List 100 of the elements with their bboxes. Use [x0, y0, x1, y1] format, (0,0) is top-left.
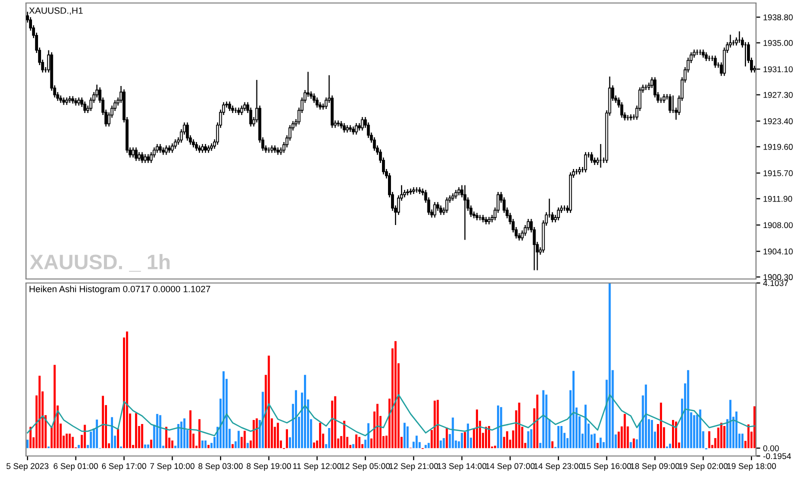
- y-tick-label: 4.1037: [763, 280, 788, 286]
- x-tick-label: 7 Sep 10:00: [150, 463, 194, 471]
- x-tick-label: 18 Sep 09:00: [630, 463, 680, 471]
- bar: [644, 384, 647, 448]
- y-tick-label: 1938.80: [764, 14, 793, 20]
- bar: [572, 370, 575, 448]
- x-tick-label: 6 Sep 01:00: [54, 463, 98, 471]
- bar: [442, 438, 445, 448]
- y-tick-label: 1908.00: [764, 222, 793, 228]
- bar: [434, 400, 436, 448]
- x-tick-label: 14 Sep 07:00: [486, 463, 535, 471]
- candlestick: [132, 146, 135, 158]
- bar: [708, 431, 710, 448]
- bar: [116, 428, 120, 448]
- bar: [102, 396, 104, 448]
- bar: [165, 426, 168, 448]
- bar: [355, 434, 358, 448]
- candlestick: [590, 152, 594, 164]
- bar: [147, 444, 150, 448]
- bar: [551, 441, 554, 448]
- bar: [530, 429, 532, 448]
- candlestick: [164, 144, 168, 156]
- bar: [319, 422, 322, 448]
- bar: [376, 404, 378, 448]
- candlestick: [174, 138, 177, 150]
- y-tick-label: 1911.90: [764, 196, 792, 202]
- bar: [394, 341, 397, 448]
- bar: [96, 420, 98, 448]
- bar: [222, 371, 225, 448]
- y-tick-label: 1931.10: [764, 66, 793, 72]
- candlestick: [306, 71, 310, 98]
- x-tick-label: 19 Sep 02:00: [679, 463, 728, 471]
- bar: [313, 442, 316, 448]
- bar: [497, 405, 500, 448]
- y-tick-label: 1919.60: [764, 144, 793, 150]
- bar: [78, 444, 80, 448]
- x-tick-label: 11 Sep 12:00: [293, 463, 342, 471]
- bar: [201, 440, 204, 448]
- bar: [735, 412, 738, 448]
- bar: [624, 414, 626, 448]
- bar: [753, 406, 756, 448]
- bar: [232, 444, 234, 448]
- bar: [494, 446, 496, 448]
- bar: [416, 436, 418, 448]
- x-tick-label: 5 Sep 2023: [6, 463, 48, 471]
- candlestick: [342, 122, 346, 134]
- bar: [630, 442, 632, 448]
- bar: [452, 418, 454, 448]
- bar: [729, 400, 732, 448]
- bar: [180, 422, 182, 448]
- candlestick: [240, 105, 244, 116]
- bar: [144, 444, 146, 448]
- bar: [600, 438, 602, 448]
- bar: [66, 434, 68, 448]
- bar: [693, 415, 696, 448]
- bar: [90, 432, 92, 448]
- bar: [328, 428, 330, 448]
- bar: [238, 430, 240, 448]
- bar: [466, 424, 469, 448]
- bar: [126, 331, 128, 448]
- y-tick-label: 1904.10: [764, 248, 793, 254]
- bar: [584, 404, 587, 448]
- x-tick-label: 19 Sep 18:00: [727, 463, 776, 471]
- bar: [594, 434, 596, 448]
- bar: [436, 400, 439, 448]
- bar: [699, 410, 702, 448]
- y-tick-label: -0.1954: [763, 453, 791, 460]
- bar: [294, 390, 298, 448]
- bar: [741, 434, 744, 448]
- bar: [38, 376, 41, 448]
- bar: [560, 426, 562, 448]
- candlestick: [312, 92, 316, 104]
- bar: [440, 440, 442, 448]
- candlestick: [83, 100, 86, 114]
- bar: [527, 431, 530, 448]
- x-tick-label: 12 Sep 05:00: [341, 463, 390, 471]
- bar: [650, 420, 653, 448]
- y-tick-label: 1927.30: [764, 92, 793, 98]
- bar: [110, 417, 114, 448]
- bar: [723, 426, 726, 448]
- candlestick: [360, 116, 364, 132]
- y-tick-label: 1923.40: [764, 118, 793, 124]
- y-tick-label: 1900.30: [764, 274, 793, 280]
- candlestick: [316, 96, 319, 108]
- bar: [204, 440, 207, 448]
- bar: [72, 436, 74, 448]
- bar: [428, 442, 430, 448]
- bar: [542, 390, 544, 448]
- bar: [506, 431, 508, 448]
- candlestick: [228, 100, 232, 112]
- bar: [464, 432, 466, 448]
- bar: [358, 436, 360, 448]
- y-tick-label: 0.00: [763, 445, 779, 452]
- bar: [557, 426, 560, 448]
- bar: [304, 374, 306, 448]
- bar: [198, 419, 201, 448]
- bar: [262, 392, 264, 448]
- x-tick-label: 6 Sep 17:00: [102, 463, 146, 471]
- bar: [246, 442, 249, 448]
- candlestick: [62, 96, 66, 106]
